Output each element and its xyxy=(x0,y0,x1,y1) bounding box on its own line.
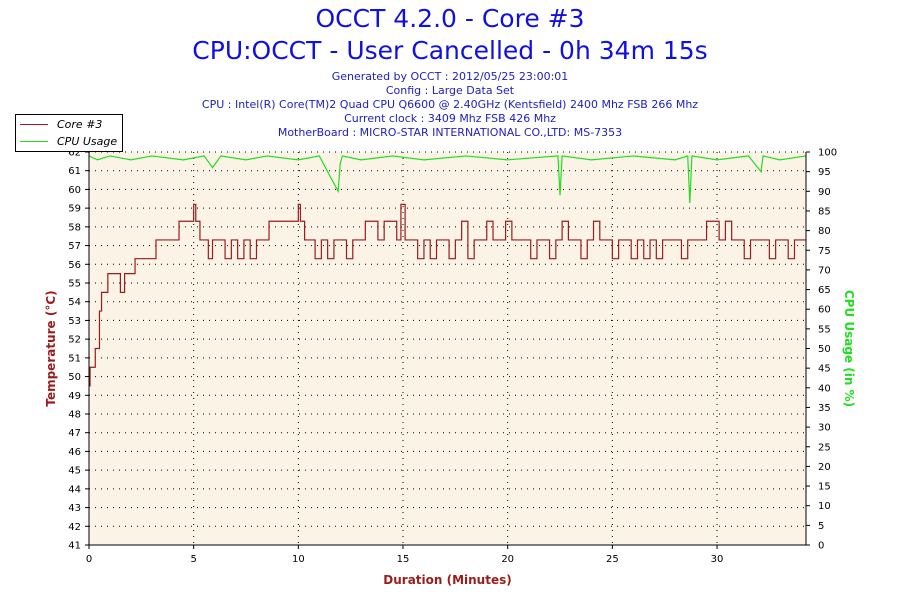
chart-subtitle: CPU:OCCT - User Cancelled - 0h 34m 15s xyxy=(192,36,708,65)
y-tick-label: 49 xyxy=(68,391,81,402)
y-tick-label: 61 xyxy=(68,166,81,177)
y-tick-label: 46 xyxy=(68,447,81,458)
y2-tick-label: 70 xyxy=(818,265,831,276)
y2-tick-label: 100 xyxy=(818,148,837,159)
y2-tick-label: 0 xyxy=(818,541,824,552)
x-tick-label: 30 xyxy=(711,554,724,565)
y-tick-label: 60 xyxy=(68,185,81,196)
y-tick-label: 51 xyxy=(68,353,81,364)
x-tick-label: 15 xyxy=(397,554,410,565)
y2-tick-label: 10 xyxy=(818,501,831,512)
y-tick-label: 58 xyxy=(68,222,81,233)
y-tick-label: 59 xyxy=(68,204,81,215)
info-cpu: CPU : Intel(R) Core(TM)2 Quad CPU Q6600 … xyxy=(201,98,699,111)
legend-label-cpu-usage: CPU Usage xyxy=(57,134,118,148)
y-tick-label: 44 xyxy=(68,484,81,495)
y-axis-label: Temperature (°C) xyxy=(44,290,58,406)
y2-tick-label: 55 xyxy=(818,324,831,335)
y2-tick-label: 5 xyxy=(818,521,824,532)
plot-area xyxy=(89,152,806,545)
legend-item-cpu-usage: CPU Usage xyxy=(20,134,117,148)
y-tick-label: 53 xyxy=(68,316,81,327)
series-line-core3 xyxy=(89,203,806,387)
y2-tick-label: 45 xyxy=(818,364,831,375)
chart-title: OCCT 4.2.0 - Core #3 xyxy=(315,4,585,33)
y-tick-label: 41 xyxy=(68,541,81,552)
y-tick-label: 62 xyxy=(68,148,81,159)
y-tick-label: 56 xyxy=(68,260,81,271)
x-tick-label: 25 xyxy=(606,554,619,565)
y-tick-label: 55 xyxy=(68,279,81,290)
y-tick-label: 47 xyxy=(68,428,81,439)
x-tick-label: 20 xyxy=(501,554,514,565)
y2-tick-label: 90 xyxy=(818,187,831,198)
x-tick-label: 5 xyxy=(190,554,196,565)
y-tick-label: 45 xyxy=(68,466,81,477)
y2-tick-label: 30 xyxy=(818,423,831,434)
info-generated: Generated by OCCT : 2012/05/25 23:00:01 xyxy=(331,70,569,83)
info-config: Config : Large Data Set xyxy=(385,84,515,97)
y2-tick-label: 85 xyxy=(818,206,831,217)
y2-tick-label: 65 xyxy=(818,285,831,296)
y-tick-label: 57 xyxy=(68,241,81,252)
x-tick-label: 0 xyxy=(86,554,92,565)
y2-axis-label: CPU Usage (in %) xyxy=(842,290,856,407)
legend-label-core3: Core #3 xyxy=(57,117,103,131)
series-line-cpu-usage xyxy=(88,155,807,204)
legend-swatch-cpu-usage xyxy=(20,140,48,142)
y2-tick-label: 75 xyxy=(818,246,831,257)
chart-legend: Core #3 CPU Usage xyxy=(15,114,123,152)
legend-swatch-core3 xyxy=(20,123,48,125)
y2-tick-label: 20 xyxy=(818,462,831,473)
info-clock: Current clock : 3409 Mhz FSB 426 Mhz xyxy=(344,112,556,125)
y2-tick-label: 80 xyxy=(818,226,831,237)
info-motherboard: MotherBoard : MICRO-STAR INTERNATIONAL C… xyxy=(277,126,623,139)
y2-tick-label: 50 xyxy=(818,344,831,355)
y-tick-label: 42 xyxy=(68,522,81,533)
legend-item-core3: Core #3 xyxy=(20,117,102,131)
x-tick-label: 10 xyxy=(292,554,305,565)
y-tick-label: 52 xyxy=(68,335,81,346)
y2-tick-label: 35 xyxy=(818,403,831,414)
y2-tick-label: 40 xyxy=(818,383,831,394)
y-tick-label: 50 xyxy=(68,372,81,383)
y2-tick-label: 15 xyxy=(818,482,831,493)
y-tick-label: 48 xyxy=(68,410,81,421)
x-axis-label: Duration (Minutes) xyxy=(383,573,511,587)
y-tick-label: 54 xyxy=(68,297,81,308)
y2-tick-label: 25 xyxy=(818,442,831,453)
y2-tick-label: 60 xyxy=(818,305,831,316)
y2-tick-label: 95 xyxy=(818,167,831,178)
y-tick-label: 43 xyxy=(68,503,81,514)
